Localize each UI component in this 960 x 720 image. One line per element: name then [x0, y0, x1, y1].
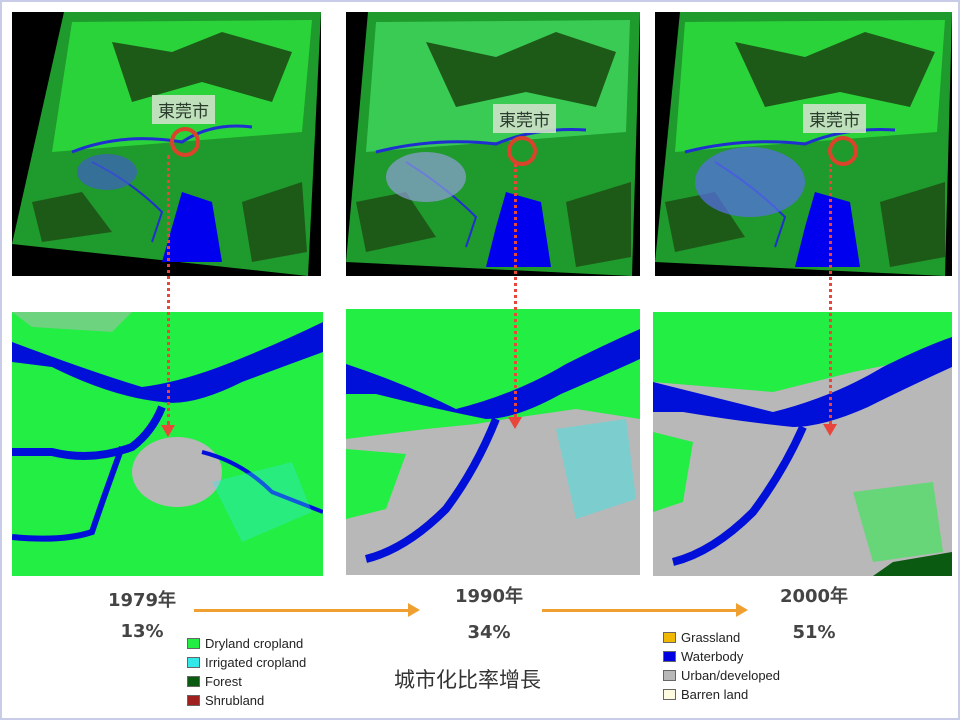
legend-item: Dryland cropland — [187, 634, 306, 653]
legend-label: Shrubland — [205, 693, 265, 708]
legend-swatch — [663, 689, 676, 700]
connector-line-2000 — [829, 164, 832, 424]
overview-map-1979 — [12, 12, 321, 276]
legend-label: Waterbody — [681, 649, 744, 664]
urban-share-1990: 34% — [467, 622, 511, 643]
legend-label: Irrigated cropland — [205, 655, 307, 670]
city-label-1990: 東莞市 — [493, 104, 556, 133]
detail-map-2000 — [653, 312, 952, 576]
legend-swatch — [187, 657, 200, 668]
connector-arrow-1979 — [161, 425, 175, 437]
legend-label: Grassland — [681, 630, 741, 645]
legend-item: Irrigated cropland — [187, 653, 306, 672]
city-marker-1990 — [507, 136, 537, 166]
legend-swatch — [663, 632, 676, 643]
connector-arrow-1990 — [508, 417, 522, 429]
legend-swatch — [187, 638, 200, 649]
overview-map-2000 — [655, 12, 952, 276]
year-label-1990: 1990年 — [454, 586, 524, 607]
city-marker-1979 — [170, 127, 200, 157]
detail-map-1990 — [346, 309, 640, 575]
timeline-arrow-2 — [542, 603, 748, 617]
city-label-2000: 東莞市 — [803, 104, 866, 133]
urban-share-1979: 13% — [120, 621, 164, 642]
legend-right: Grassland Waterbody Urban/developed Barr… — [663, 628, 780, 704]
city-label-1979: 東莞市 — [152, 95, 215, 124]
legend-label: Dryland cropland — [205, 636, 304, 651]
city-marker-2000 — [828, 136, 858, 166]
legend-item: Forest — [187, 672, 306, 691]
legend-item: Grassland — [663, 628, 780, 647]
legend-label: Urban/developed — [681, 668, 781, 683]
legend-swatch — [663, 651, 676, 662]
legend-swatch — [663, 670, 676, 681]
legend-label: Barren land — [681, 687, 749, 702]
caption: 城市化比率增長 — [394, 668, 541, 692]
legend-item: Waterbody — [663, 647, 780, 666]
connector-line-1990 — [514, 164, 517, 417]
legend-left: Dryland cropland Irrigated cropland Fore… — [187, 634, 306, 710]
year-label-1979: 1979年 — [107, 590, 177, 611]
connector-arrow-2000 — [823, 424, 837, 436]
connector-line-1979 — [167, 155, 170, 425]
overview-map-1990 — [346, 12, 640, 276]
legend-item: Shrubland — [187, 691, 306, 710]
year-label-2000: 2000年 — [779, 586, 849, 607]
timeline-arrow-1 — [194, 603, 420, 617]
legend-item: Urban/developed — [663, 666, 780, 685]
legend-item: Barren land — [663, 685, 780, 704]
legend-swatch — [187, 695, 200, 706]
legend-swatch — [187, 676, 200, 687]
legend-label: Forest — [205, 674, 242, 689]
urban-share-2000: 51% — [792, 622, 836, 643]
